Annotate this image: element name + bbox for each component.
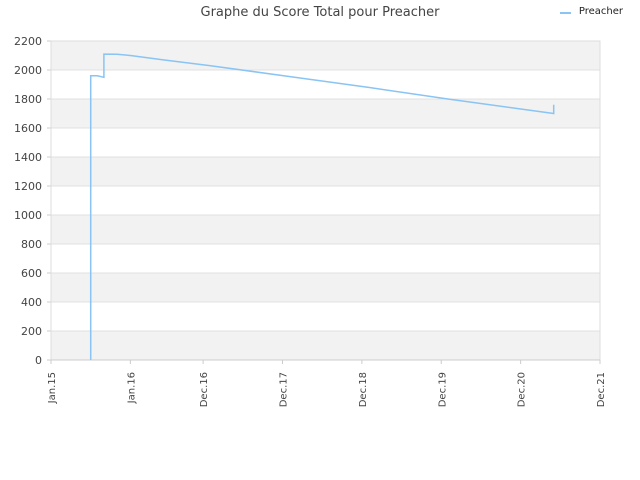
y-tick-label: 1200 xyxy=(14,180,42,193)
grid-band xyxy=(51,273,600,302)
x-tick-label: Jan.16 xyxy=(126,372,137,404)
y-tick-label: 1600 xyxy=(14,122,42,135)
y-tick-label: 1400 xyxy=(14,151,42,164)
y-tick-label: 400 xyxy=(21,296,42,309)
chart-title: Graphe du Score Total pour Preacher xyxy=(200,5,440,20)
y-tick-label: 2200 xyxy=(14,35,42,48)
y-tick-label: 2000 xyxy=(14,64,42,77)
y-tick-label: 600 xyxy=(21,267,42,280)
x-tick-label: Dec.18 xyxy=(358,372,369,407)
grid-band xyxy=(51,157,600,186)
x-tick-label: Dec.20 xyxy=(517,372,528,407)
grid-band xyxy=(51,215,600,244)
legend-label-preacher: Preacher xyxy=(578,6,623,17)
x-tick-label: Jan.15 xyxy=(47,372,58,404)
grid-band xyxy=(51,41,600,70)
y-tick-label: 200 xyxy=(21,325,42,338)
series-line-preacher xyxy=(89,53,555,360)
y-tick-label: 800 xyxy=(21,238,42,251)
x-tick-label: Dec.21 xyxy=(596,372,607,407)
legend: Preacher xyxy=(559,6,623,17)
y-tick-label: 1000 xyxy=(14,209,42,222)
grid-band xyxy=(51,331,600,360)
x-tick-label: Dec.16 xyxy=(199,372,210,407)
x-tick-label: Dec.19 xyxy=(437,372,448,407)
plot-frame xyxy=(50,40,601,361)
legend-swatch xyxy=(559,11,571,14)
y-tick-label: 0 xyxy=(35,354,42,367)
y-tick-label: 1800 xyxy=(14,93,42,106)
grid-band xyxy=(51,99,600,128)
x-tick-label: Dec.17 xyxy=(279,372,290,407)
